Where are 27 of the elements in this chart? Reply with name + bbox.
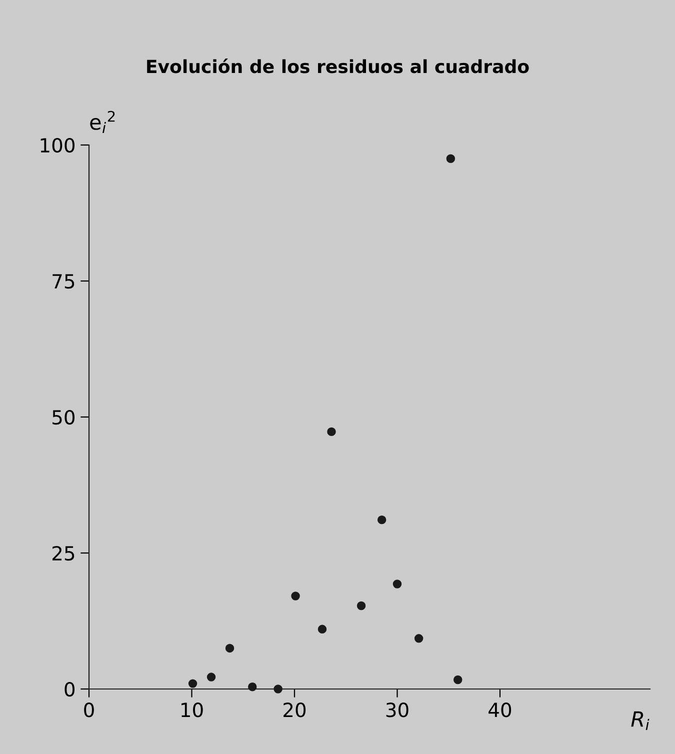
x-tick-label: 20 [284,702,306,718]
point [392,580,402,588]
point [327,427,336,436]
point [356,601,366,610]
x-tick-label: 0 [84,702,94,718]
point [291,592,300,600]
point [446,154,456,163]
chart-title: Evolución de los residuos al cuadrado [147,58,529,74]
point [225,644,234,653]
y-axis-title: e$_{i}$$^{2}$ [90,110,115,134]
x-axis-title: R$_{i}$ [631,711,650,730]
point [274,684,282,694]
point [414,634,424,643]
point [248,682,257,692]
point [318,624,327,634]
point [453,675,462,684]
x-tick-label: 40 [488,702,512,718]
x-tick-label: 30 [386,702,408,718]
y-tick-label: 25 [52,546,74,561]
y-tick-label: 75 [52,274,74,289]
y-tick-label: 100 [40,138,75,153]
point [377,515,386,524]
x-tick-label: 10 [182,702,203,718]
y-tick-label: 0 [64,682,75,697]
point [188,679,198,688]
point [206,672,216,682]
y-tick-label: 50 [52,410,75,425]
